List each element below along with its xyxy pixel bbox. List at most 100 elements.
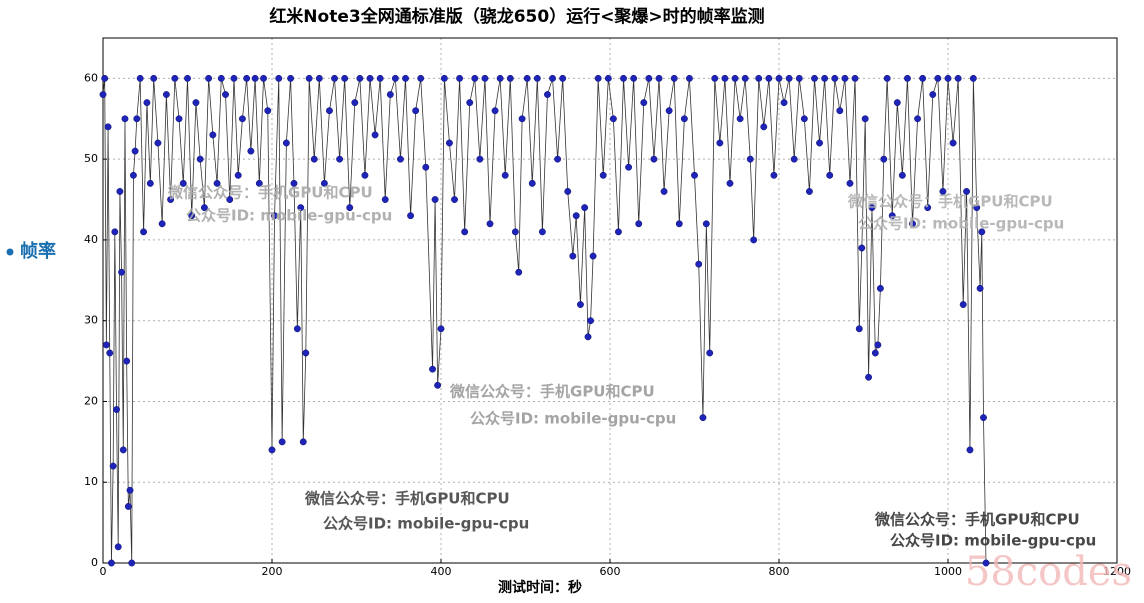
data-point <box>264 107 272 115</box>
data-point <box>691 171 698 179</box>
data-point <box>126 486 134 494</box>
data-point <box>429 365 436 373</box>
data-point <box>944 74 952 82</box>
data-point <box>366 74 374 82</box>
data-point <box>511 228 519 236</box>
data-point <box>871 349 879 357</box>
data-point <box>293 325 301 333</box>
data-point <box>821 74 829 82</box>
data-point <box>486 220 494 228</box>
data-point <box>315 74 323 82</box>
data-point <box>736 115 744 123</box>
watermark: 微信公众号：手机GPU和CPU <box>874 511 1080 529</box>
x-tick-label: 400 <box>431 565 452 578</box>
data-point <box>939 188 947 195</box>
watermark: 微信公众号：手机GPU和CPU <box>304 490 510 508</box>
data-point <box>371 131 379 139</box>
data-point <box>251 74 259 82</box>
data-point <box>934 74 942 82</box>
data-point <box>559 74 567 82</box>
data-point <box>515 268 523 276</box>
data-point <box>238 115 246 123</box>
data-point <box>506 74 514 82</box>
data-point <box>635 220 643 228</box>
data-point <box>101 74 109 82</box>
data-point <box>660 188 668 195</box>
data-point <box>278 438 286 446</box>
data-point <box>599 171 607 179</box>
watermark: 公众号ID: mobile-gpu-cpu <box>186 207 392 225</box>
data-point <box>750 236 758 244</box>
watermark: 微信公众号：手机GPU和CPU <box>449 383 655 401</box>
data-point <box>131 147 139 155</box>
data-point <box>290 179 298 187</box>
data-point <box>640 99 648 107</box>
data-point <box>247 147 255 155</box>
data-point <box>123 357 131 365</box>
data-point <box>407 212 415 220</box>
data-point <box>924 204 932 212</box>
data-point <box>104 123 112 131</box>
data-point <box>609 115 617 123</box>
data-point <box>116 188 124 195</box>
y-tick-label: 50 <box>84 152 98 165</box>
data-point <box>200 204 208 212</box>
y-tick-label: 10 <box>84 475 98 488</box>
data-point <box>422 163 430 171</box>
data-point <box>976 284 984 292</box>
data-point <box>811 74 818 82</box>
data-point <box>150 74 158 82</box>
x-tick-label: 800 <box>769 565 790 578</box>
data-point <box>255 179 263 187</box>
data-point <box>868 204 876 212</box>
data-point <box>865 373 873 381</box>
data-point <box>113 406 120 413</box>
data-point <box>564 188 572 195</box>
data-point <box>855 325 863 333</box>
data-point <box>461 228 469 236</box>
x-tick-label: 200 <box>262 565 283 578</box>
data-point <box>320 179 328 187</box>
data-point <box>346 204 354 212</box>
data-point <box>179 179 187 187</box>
data-point <box>99 91 107 98</box>
data-point <box>412 107 420 115</box>
data-point <box>645 74 653 82</box>
data-point <box>434 381 442 389</box>
data-point <box>741 74 749 82</box>
data-point <box>699 414 707 422</box>
data-point <box>302 349 310 357</box>
data-point <box>205 74 213 82</box>
data-point <box>386 91 394 98</box>
data-point <box>726 179 734 187</box>
data-point <box>949 139 957 147</box>
data-point <box>721 74 729 82</box>
data-point <box>858 244 866 252</box>
data-point <box>496 74 504 82</box>
data-point <box>716 139 724 147</box>
data-point <box>851 74 859 82</box>
data-point <box>213 179 221 187</box>
data-point <box>121 115 129 123</box>
data-point <box>755 74 763 82</box>
data-point <box>903 74 911 82</box>
data-point <box>883 74 891 82</box>
data-point <box>675 220 683 228</box>
data-point <box>471 74 479 82</box>
data-point <box>268 446 276 454</box>
data-point <box>230 74 238 82</box>
data-point <box>909 220 916 228</box>
x-tick-label: 1200 <box>1103 565 1131 578</box>
data-point <box>175 115 183 123</box>
data-point <box>816 139 824 147</box>
data-point <box>538 228 546 236</box>
plot-frame <box>102 37 1118 564</box>
data-point <box>440 74 448 82</box>
data-point <box>795 74 803 82</box>
y-axis-label: 帧率 <box>20 240 56 262</box>
data-point <box>680 115 688 123</box>
data-point <box>665 107 673 115</box>
data-point <box>431 196 439 203</box>
watermark: 公众号ID: mobile-gpu-cpu <box>323 515 529 533</box>
